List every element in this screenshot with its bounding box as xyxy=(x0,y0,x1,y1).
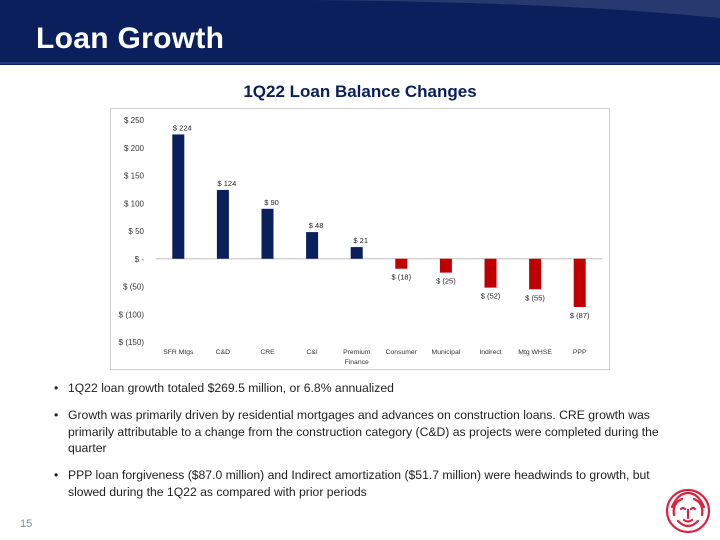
data-label: $ 90 xyxy=(264,198,279,207)
chart-svg: $ 250 $ 200 $ 150 $ 100 $ 50 $ - $ (50) $ (100)… xyxy=(110,108,610,370)
y-tick-label: $ 200 xyxy=(124,144,145,153)
data-label: $ 48 xyxy=(309,221,324,230)
y-tick-label: $ (100) xyxy=(119,310,145,319)
bar xyxy=(172,134,185,259)
x-tick-label: Premium xyxy=(343,349,371,356)
y-tick-label: $ (150) xyxy=(119,338,145,347)
data-label: $ (55) xyxy=(525,293,545,302)
slide-title: Loan Growth xyxy=(36,22,225,55)
header-band xyxy=(0,0,720,65)
y-tick-label: $ 50 xyxy=(128,227,144,236)
bar xyxy=(216,189,229,259)
x-tick-label: SFR Mtgs xyxy=(163,349,194,356)
data-label: $ 224 xyxy=(173,123,192,132)
x-tick-label: Municipal xyxy=(432,349,461,356)
lion-head-logo-icon xyxy=(665,488,711,534)
data-label: $ 21 xyxy=(353,236,368,245)
bar xyxy=(529,258,542,290)
x-tick-label: Mtg WHSE xyxy=(518,349,552,356)
data-label: $ (25) xyxy=(436,277,456,286)
bar-chart: $ 250 $ 200 $ 150 $ 100 $ 50 $ - $ (50) $ (100)… xyxy=(110,108,610,370)
bar xyxy=(439,258,452,273)
bar xyxy=(350,247,363,259)
bullet-item: 1Q22 loan growth totaled $269.5 million,… xyxy=(54,380,664,397)
x-tick-label: Indirect xyxy=(479,349,501,356)
x-tick-label: C&D xyxy=(216,349,230,356)
y-tick-label: $ 150 xyxy=(124,172,145,181)
bar xyxy=(306,232,319,259)
y-tick-label: $ - xyxy=(135,255,145,264)
chart-title: 1Q22 Loan Balance Changes xyxy=(243,82,477,101)
data-label: $ 124 xyxy=(218,179,237,188)
x-tick-label: Consumer xyxy=(386,349,418,356)
y-tick-label: $ 250 xyxy=(124,116,145,125)
x-tick-label: CRE xyxy=(260,349,275,356)
bullet-item: Growth was primarily driven by residenti… xyxy=(54,407,664,457)
bar xyxy=(261,208,274,259)
chart-plot-border xyxy=(110,108,610,370)
bullet-list: 1Q22 loan growth totaled $269.5 million,… xyxy=(54,380,664,511)
header-curve-decoration xyxy=(0,0,720,64)
bar xyxy=(395,258,408,269)
bar xyxy=(573,258,586,308)
x-tick-label: Finance xyxy=(345,359,369,366)
x-tick-label: PPP xyxy=(573,349,587,356)
data-label: $ (52) xyxy=(481,292,501,301)
page-number: 15 xyxy=(20,518,33,530)
data-label: $ (87) xyxy=(570,311,590,320)
bullet-item: PPP loan forgiveness ($87.0 million) and… xyxy=(54,467,664,500)
y-tick-label: $ (50) xyxy=(123,283,144,292)
data-label: $ (18) xyxy=(392,273,412,282)
bar xyxy=(484,258,497,288)
x-tick-label: C&I xyxy=(306,349,317,356)
y-tick-label: $ 100 xyxy=(124,199,145,208)
